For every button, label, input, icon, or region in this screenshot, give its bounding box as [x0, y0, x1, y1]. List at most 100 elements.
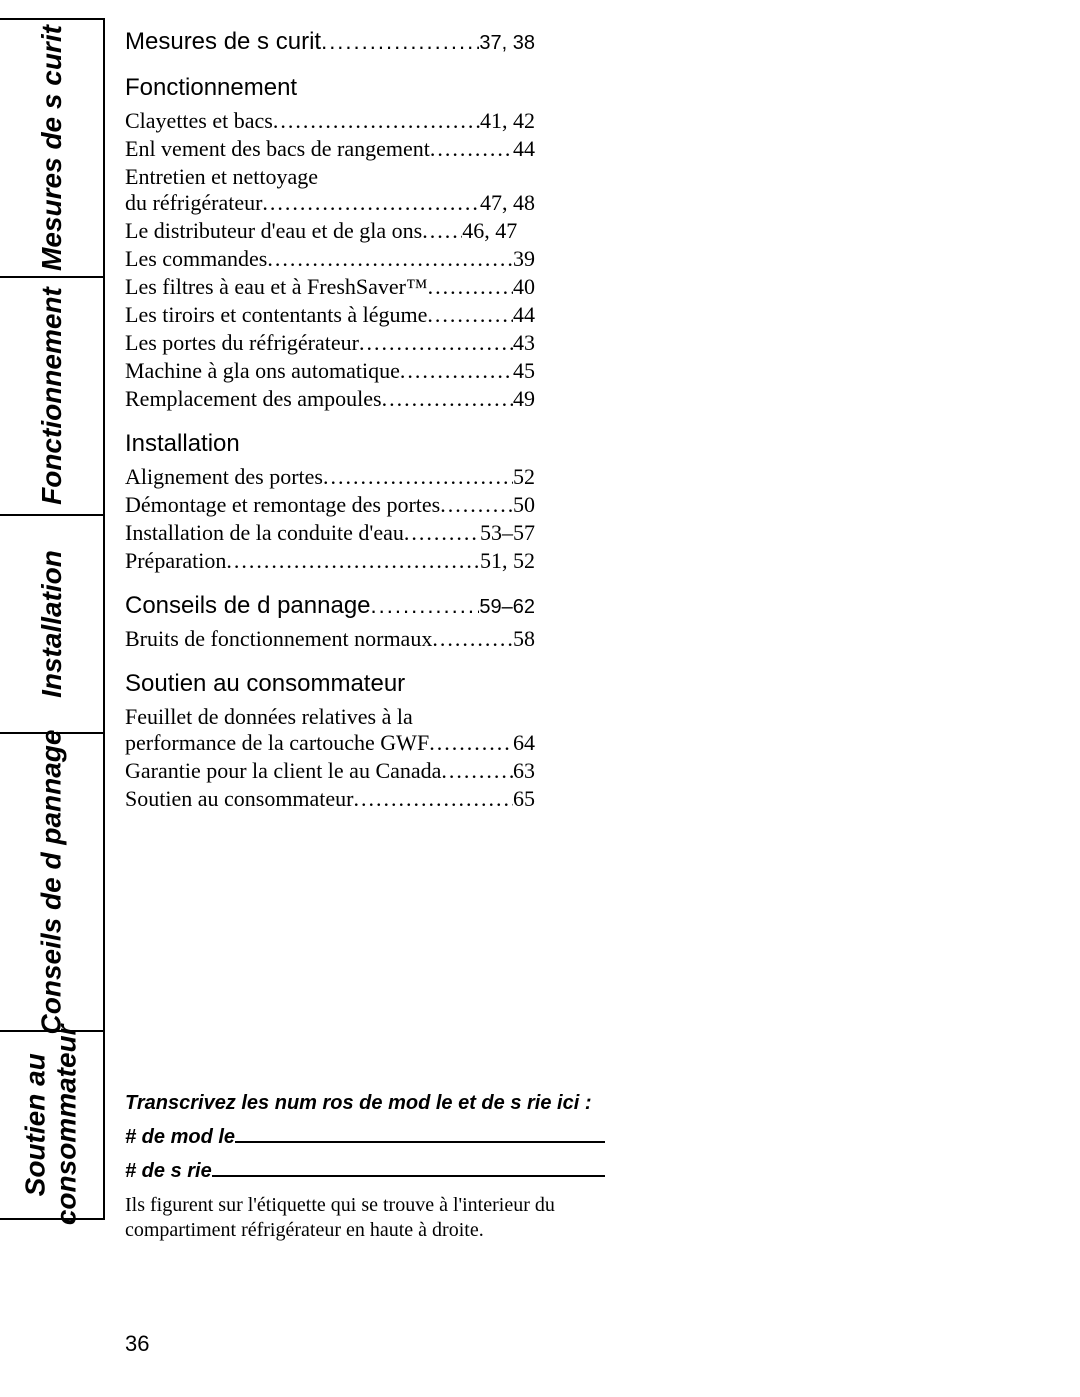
toc-heading: Installation [125, 430, 535, 458]
toc-label: Les filtres à eau et à FreshSaver™ [125, 274, 428, 300]
serial-label: # de s rie [125, 1160, 212, 1183]
toc-item: Démontage et remontage des portes 50 [125, 492, 535, 518]
toc-page: 65 [513, 786, 535, 812]
note-title: Transcrivez les num ros de mod le et de … [125, 1092, 605, 1115]
toc-heading: Soutien au consommateur [125, 670, 535, 698]
toc-item: Entretien et nettoyagedu réfrigérateur 47… [125, 164, 535, 216]
toc-label: Alignement des portes [125, 464, 323, 490]
tab-label: Mesures de s curit [36, 25, 68, 271]
toc-dots [400, 358, 513, 384]
toc-label-line1: Feuillet de données relatives à la [125, 704, 413, 730]
sidebar-tab: Conseils de d pannage [0, 732, 105, 1032]
toc-page: 40 [513, 274, 535, 300]
toc-label: Conseils de d pannage [125, 592, 371, 620]
toc-item: Le distributeur d'eau et de gla ons46, 4… [125, 218, 535, 244]
toc-page: 47, 48 [480, 190, 535, 216]
toc-dots [359, 330, 513, 356]
toc-heading: Conseils de d pannage 59–62 [125, 592, 535, 620]
toc-label-line1: Entretien et nettoyage [125, 164, 318, 190]
toc-page: 64 [513, 730, 535, 756]
toc-label: Remplacement des ampoules [125, 386, 382, 412]
toc-label: Clayettes et bacs [125, 108, 273, 134]
tab-label: Fonctionnement [36, 287, 68, 505]
serial-number-row: # de s rie [125, 1159, 605, 1183]
tab-label: Conseils de d pannage [36, 730, 68, 1035]
toc-page: 44 [513, 302, 535, 328]
toc-heading: Mesures de s curit 37, 38 [125, 28, 535, 56]
toc-dots [429, 730, 513, 756]
toc-dots [427, 302, 513, 328]
toc-label: Soutien au consommateur [125, 786, 354, 812]
serial-underline [212, 1159, 605, 1177]
toc-item: Installation de la conduite d'eau53–57 [125, 520, 535, 546]
toc-page: 43 [513, 330, 535, 356]
toc-label: Démontage et remontage des portes [125, 492, 440, 518]
toc-item: Garantie pour la client le au Canada 63 [125, 758, 535, 784]
toc-item: Remplacement des ampoules 49 [125, 386, 535, 412]
tab-label: Soutien auconsommateur [21, 1025, 83, 1226]
toc-page: 50 [513, 492, 535, 518]
toc-page: 41, 42 [480, 108, 535, 134]
toc-label: Les tiroirs et contentants à légume [125, 302, 427, 328]
toc-dots [323, 464, 513, 490]
toc-label: Préparation [125, 548, 226, 574]
toc-item: Les tiroirs et contentants à légume 44 [125, 302, 535, 328]
toc-page: 46, 47 [462, 218, 517, 244]
toc-dots [440, 492, 513, 518]
toc-item: Les commandes 39 [125, 246, 535, 272]
table-of-contents: Mesures de s curit 37, 38 Fonctionnement Cl… [125, 28, 1040, 812]
toc-dots [404, 520, 480, 546]
toc-heading: Fonctionnement [125, 74, 535, 102]
toc-dots [262, 190, 480, 216]
toc-dots [430, 136, 513, 162]
toc-item: Clayettes et bacs 41, 42 [125, 108, 535, 134]
toc-dots [267, 246, 513, 272]
toc-item: Les portes du réfrigérateur 43 [125, 330, 535, 356]
toc-page: 37, 38 [479, 32, 535, 55]
toc-dots [441, 758, 513, 784]
toc-dots [382, 386, 513, 412]
toc-page: 44 [513, 136, 535, 162]
toc-item: Bruits de fonctionnement normaux 58 [125, 626, 535, 652]
toc-page: 51, 52 [480, 548, 535, 574]
toc-label: Enl vement des bacs de rangement [125, 136, 430, 162]
toc-label-line2: du réfrigérateur [125, 190, 262, 216]
toc-item: Machine à gla ons automatique 45 [125, 358, 535, 384]
toc-label: Garantie pour la client le au Canada [125, 758, 441, 784]
toc-item: Préparation 51, 52 [125, 548, 535, 574]
toc-label: Bruits de fonctionnement normaux [125, 626, 432, 652]
toc-label: Les commandes [125, 246, 267, 272]
toc-label: Les portes du réfrigérateur [125, 330, 359, 356]
toc-dots [432, 626, 513, 652]
toc-label: Mesures de s curit [125, 28, 321, 56]
tab-label: Installation [36, 550, 68, 698]
toc-item: Alignement des portes52 [125, 464, 535, 490]
sidebar-tab: Mesures de s curit [0, 18, 105, 278]
toc-dots [321, 29, 479, 55]
toc-dots [226, 548, 480, 574]
toc-dots [273, 108, 480, 134]
toc-page: 49 [513, 386, 535, 412]
toc-page: 39 [513, 246, 535, 272]
toc-page: 58 [513, 626, 535, 652]
model-label: # de mod le [125, 1126, 235, 1149]
toc-label: Machine à gla ons automatique [125, 358, 400, 384]
toc-dots [371, 593, 480, 619]
note-caption: Ils figurent sur l'étiquette qui se trou… [125, 1193, 625, 1243]
toc-dots [422, 218, 462, 244]
note-block: Transcrivez les num ros de mod le et de … [125, 1092, 605, 1243]
toc-item: Enl vement des bacs de rangement 44 [125, 136, 535, 162]
model-number-row: # de mod le [125, 1125, 605, 1149]
sidebar-tab: Soutien auconsommateur [0, 1030, 105, 1220]
content-area: Mesures de s curit 37, 38 Fonctionnement Cl… [105, 0, 1080, 1397]
toc-page: 45 [513, 358, 535, 384]
page-container: Mesures de s curit Fonctionnement Installa… [0, 0, 1080, 1397]
sidebar-tab: Installation [0, 514, 105, 734]
toc-dots [428, 274, 513, 300]
toc-page: 59–62 [479, 596, 535, 619]
toc-label-line2: performance de la cartouche GWF [125, 730, 429, 756]
toc-page: 63 [513, 758, 535, 784]
model-underline [235, 1125, 605, 1143]
toc-item: Feuillet de données relatives à laperfor… [125, 704, 535, 756]
toc-item: Soutien au consommateur 65 [125, 786, 535, 812]
